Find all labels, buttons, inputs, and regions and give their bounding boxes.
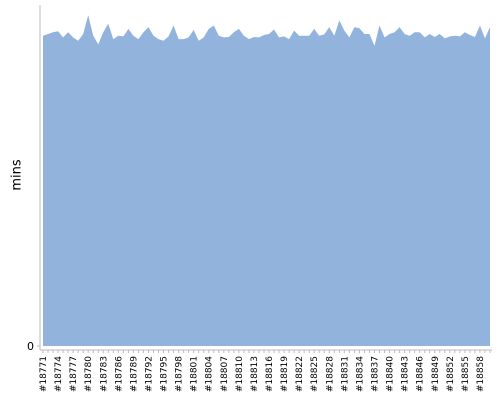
x-tick-label: #18846 (416, 356, 426, 392)
x-tick-label: #18777 (69, 356, 79, 392)
x-tick-label: #18801 (190, 356, 200, 392)
x-tick-label: #18813 (250, 356, 260, 392)
x-tick-label: #18816 (265, 356, 275, 392)
x-tick-label: #18831 (340, 356, 350, 392)
x-tick-label: #18849 (431, 356, 441, 392)
x-tick-label: #18771 (39, 356, 49, 392)
x-tick-label: #18795 (160, 356, 170, 392)
x-tick-label: #18810 (235, 356, 245, 392)
x-tick-label: #18798 (175, 356, 185, 392)
x-tick-label: #18786 (114, 356, 124, 392)
x-tick-label: #18834 (355, 356, 365, 392)
x-tick-label: #18852 (446, 356, 456, 392)
x-tick-label: #18780 (84, 356, 94, 392)
x-tick-label: #18843 (401, 356, 411, 392)
y-tick-label: 0 (27, 340, 34, 353)
x-tick-label: #18822 (295, 356, 305, 392)
x-tick-label: #18840 (386, 356, 396, 392)
x-tick-label: #18828 (325, 356, 335, 392)
x-tick-label: #18804 (205, 356, 215, 392)
x-tick-label: #18792 (144, 356, 154, 392)
x-tick-label: #18855 (461, 356, 471, 392)
area (43, 15, 490, 346)
x-tick-label: #18825 (310, 356, 320, 392)
x-tick-label: #18807 (220, 356, 230, 392)
x-tick-label: #18783 (99, 356, 109, 392)
x-tick-label: #18789 (129, 356, 139, 392)
x-tick-label: #18819 (280, 356, 290, 392)
x-tick-label: #18837 (370, 356, 380, 392)
x-tick-label: #18858 (476, 356, 486, 392)
x-tick-label: #18774 (54, 356, 64, 392)
y-axis-label: mins (10, 159, 25, 191)
